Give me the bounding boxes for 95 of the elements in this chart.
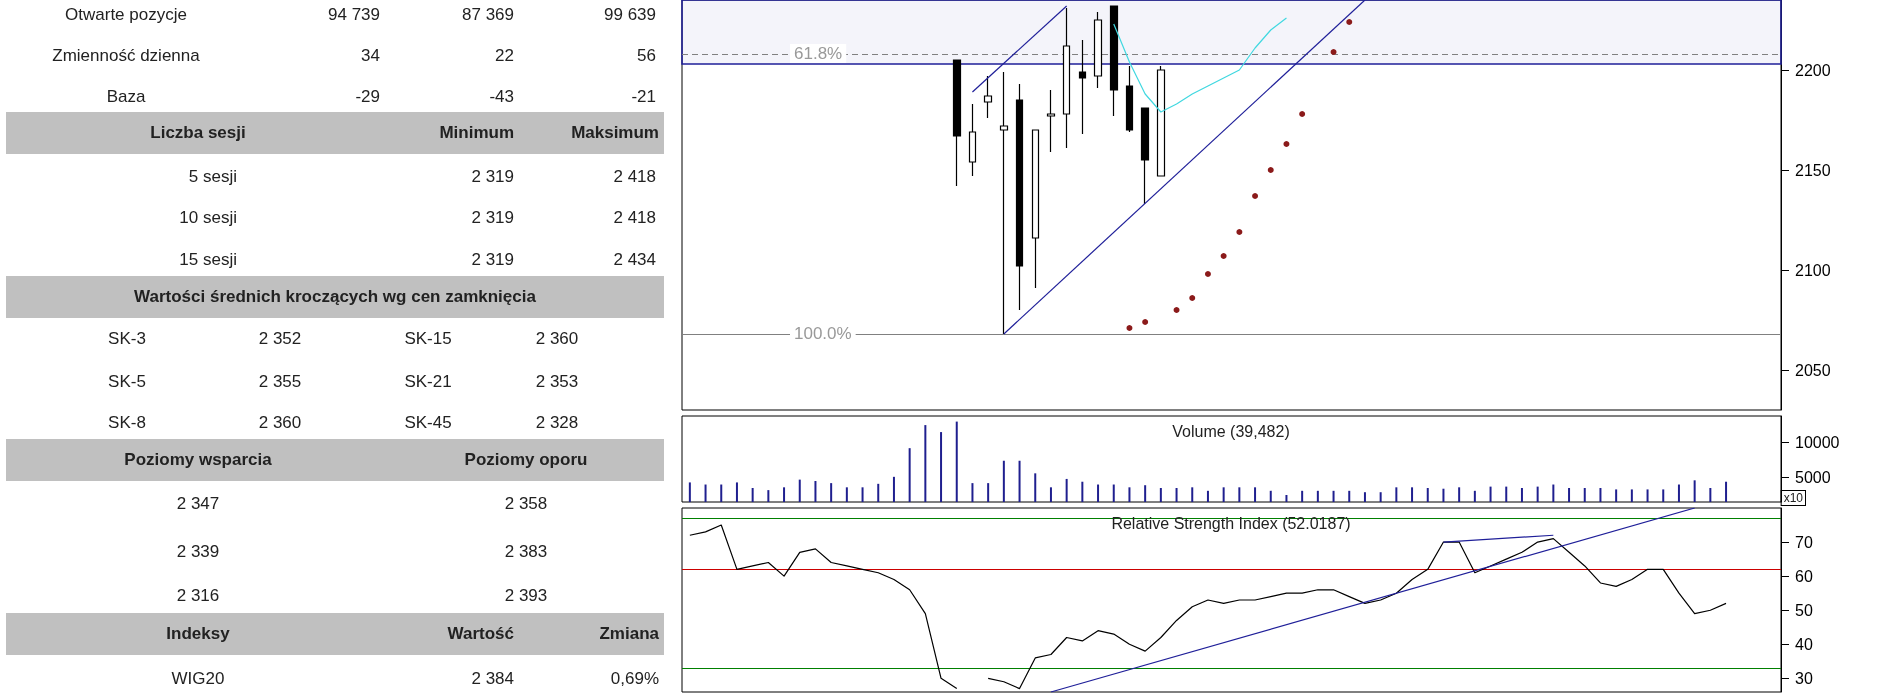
y-tick-label: 2050 xyxy=(1795,361,1831,379)
text: 2 384 xyxy=(471,669,514,689)
candlestick xyxy=(1125,65,1134,133)
text: 2 347 xyxy=(176,494,220,514)
candlestick xyxy=(1062,7,1071,149)
text: 2 328 xyxy=(535,413,579,433)
text: Indeksy xyxy=(166,624,230,644)
text: Otwarte pozycje xyxy=(65,5,187,25)
text: 2 393 xyxy=(504,586,548,606)
text: 2 316 xyxy=(176,586,220,606)
candlestick xyxy=(1015,83,1024,311)
point xyxy=(1220,253,1227,259)
text: -21 xyxy=(631,87,656,107)
annotation: 61.8% xyxy=(794,44,843,63)
y-tick-label: 10000 xyxy=(1795,434,1840,452)
y-tick-label: 70 xyxy=(1795,533,1813,551)
text: 22 xyxy=(495,46,514,66)
text: 0,69% xyxy=(610,669,659,689)
chart-title: Relative Strength Index (52.0187) xyxy=(1111,514,1351,532)
point xyxy=(1204,271,1211,277)
y-tick-label: 2100 xyxy=(1795,261,1831,279)
text: 56 xyxy=(637,46,656,66)
y-tick-label: 30 xyxy=(1795,669,1813,687)
text: Zmienność dzienna xyxy=(52,46,200,66)
point xyxy=(1189,295,1196,301)
text: x10 xyxy=(1783,491,1804,505)
candlestick xyxy=(999,71,1009,335)
candlestick xyxy=(1093,11,1103,89)
y-tick-label: 40 xyxy=(1795,635,1813,653)
text: 2 319 xyxy=(471,208,514,228)
text: Maksimum xyxy=(571,123,659,143)
text: 2 383 xyxy=(504,542,548,562)
text: SK-5 xyxy=(108,372,146,392)
text: 10 sesji xyxy=(179,208,237,228)
text: 2 353 xyxy=(535,372,579,392)
text: 2 360 xyxy=(535,329,579,349)
text: 2 339 xyxy=(176,542,220,562)
candlestick xyxy=(1156,65,1166,177)
text: Poziomy wsparcia xyxy=(124,450,272,470)
text: Minimum xyxy=(439,123,514,143)
point xyxy=(1126,325,1133,331)
text: Poziomy oporu xyxy=(464,450,588,470)
text: Liczba sesji xyxy=(150,123,246,143)
text: SK-21 xyxy=(404,372,452,392)
point xyxy=(1330,49,1337,55)
y-tick-label: 5000 xyxy=(1795,469,1831,487)
text: Baza xyxy=(106,87,146,107)
text: Wartość xyxy=(447,624,514,644)
text: 2 358 xyxy=(504,494,548,514)
point xyxy=(1173,307,1180,313)
text: 2 352 xyxy=(258,329,302,349)
candlestick xyxy=(968,103,977,177)
point xyxy=(1142,319,1149,325)
text: 2 319 xyxy=(471,250,514,270)
text: 99 639 xyxy=(604,5,656,25)
text: -43 xyxy=(489,87,514,107)
annotation: 100.0% xyxy=(794,324,852,343)
text: 87 369 xyxy=(462,5,514,25)
point xyxy=(1252,193,1259,199)
point xyxy=(1283,141,1290,147)
text: 2 418 xyxy=(613,208,656,228)
text: SK-15 xyxy=(404,329,452,349)
text: 2 319 xyxy=(471,167,514,187)
candlestick xyxy=(1031,129,1040,289)
text: 94 739 xyxy=(328,5,380,25)
text: -29 xyxy=(355,87,380,107)
candlestick xyxy=(1140,107,1150,205)
candlestick xyxy=(1078,39,1087,135)
point xyxy=(1346,19,1353,25)
text: Zmiana xyxy=(599,624,659,644)
candlestick xyxy=(983,75,993,119)
text: 2 360 xyxy=(258,413,302,433)
text: SK-8 xyxy=(108,413,146,433)
y-tick-label: 2150 xyxy=(1795,161,1831,179)
text: SK-3 xyxy=(108,329,146,349)
text: 5 sesji xyxy=(188,167,237,187)
text: 2 355 xyxy=(258,372,302,392)
line-series xyxy=(1113,17,1288,113)
candlestick xyxy=(952,59,962,187)
text: 2 418 xyxy=(613,167,656,187)
candlestick xyxy=(1046,89,1056,153)
text: 2 434 xyxy=(613,250,656,270)
chart-title: Volume (39,482) xyxy=(1172,422,1290,440)
point xyxy=(1299,111,1306,117)
y-tick-label: 60 xyxy=(1795,567,1813,585)
text: SK-45 xyxy=(404,413,452,433)
point xyxy=(1236,229,1243,235)
y-tick-label: 50 xyxy=(1795,601,1813,619)
text: Wartości średnich kroczących wg cen zamknięcia xyxy=(134,287,536,307)
text: WIG20 xyxy=(171,669,225,689)
text: 15 sesji xyxy=(179,250,237,270)
candlestick xyxy=(1109,5,1119,117)
text: 34 xyxy=(361,46,380,66)
point xyxy=(1267,167,1274,173)
y-tick-label: 2200 xyxy=(1795,61,1831,79)
